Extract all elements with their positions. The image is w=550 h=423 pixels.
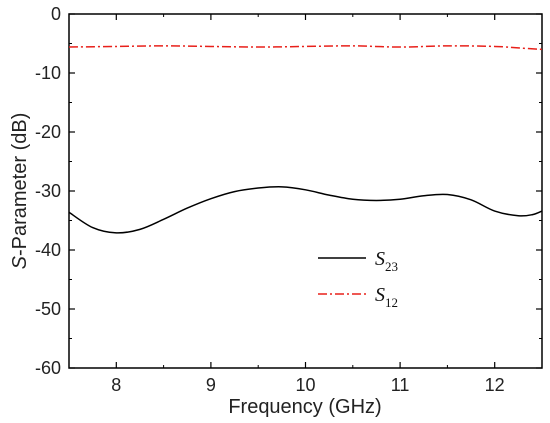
x-axis-title: Frequency (GHz) xyxy=(228,396,381,418)
tick-labels: 8 9 10 11 12 0 -10 -20 -30 -40 -50 -60 xyxy=(35,4,505,395)
legend: S23 S12 xyxy=(318,248,398,310)
x-tick-label-12: 12 xyxy=(485,375,505,395)
y-tick-label-0: 0 xyxy=(51,4,61,24)
y-axis-title: S-Parameter (dB) xyxy=(9,113,31,270)
y-tick-label--20: -20 xyxy=(35,122,61,142)
legend-label-s23: S23 xyxy=(375,248,398,274)
y-tick-label--50: -50 xyxy=(35,299,61,319)
series-line-s23 xyxy=(68,186,543,234)
y-tick-label--30: -30 xyxy=(35,181,61,201)
x-tick-label-11: 11 xyxy=(391,375,410,395)
x-tick-label-9: 9 xyxy=(206,375,216,395)
y-tick-label--10: -10 xyxy=(35,63,61,83)
y-tick-label--60: -60 xyxy=(35,358,61,378)
y-axis-title-italic: S xyxy=(9,255,31,269)
x-tick-label-10: 10 xyxy=(295,375,315,395)
tick-marks xyxy=(68,13,543,369)
legend-label-s12: S12 xyxy=(375,284,398,310)
y-tick-label--40: -40 xyxy=(35,240,61,260)
series-layer xyxy=(68,45,543,234)
series-line-s12 xyxy=(68,45,543,51)
x-tick-label-8: 8 xyxy=(111,375,121,395)
plot-area xyxy=(68,13,543,369)
y-axis-title-rest: -Parameter (dB) xyxy=(9,113,31,256)
